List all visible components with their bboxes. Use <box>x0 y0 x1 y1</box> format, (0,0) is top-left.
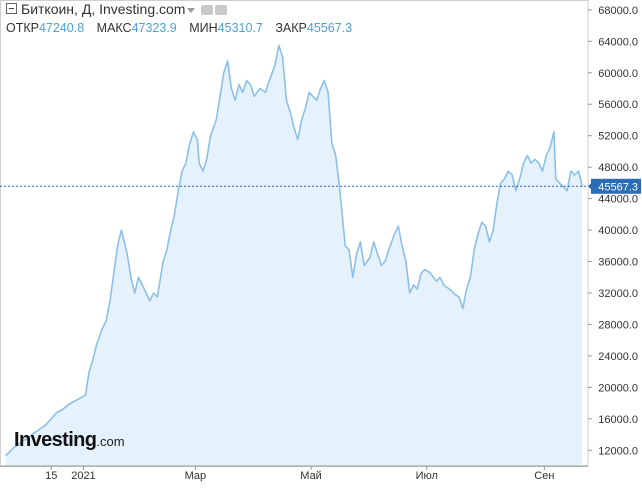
current-price-badge <box>591 178 641 194</box>
y-tick-label-13: 64000.0 <box>598 36 638 48</box>
current-price-label: 45567.3 <box>598 181 638 193</box>
chart-header: Биткоин, Д, Investing.com <box>6 1 229 17</box>
y-tick-label-9: 48000.0 <box>598 162 638 174</box>
open-value: 47240.8 <box>38 21 85 35</box>
chart-title: Биткоин, Д, Investing.com <box>21 1 186 17</box>
logo-suffix: .com <box>96 434 125 449</box>
y-tick-label-12: 60000.0 <box>598 68 638 80</box>
y-tick-label-11: 56000.0 <box>598 99 638 111</box>
y-tick-label-10: 52000.0 <box>598 131 638 143</box>
high-label: МАКС <box>96 21 132 35</box>
collapse-icon[interactable] <box>6 3 17 15</box>
low-label: МИН <box>189 21 218 35</box>
open-label: ОТКР <box>6 21 39 35</box>
caret-down-icon[interactable] <box>187 7 196 13</box>
y-tick-label-6: 36000.0 <box>598 257 638 269</box>
y-tick-label-3: 24000.0 <box>598 351 638 363</box>
x-tick-label-1: 2021 <box>71 470 95 482</box>
logo-brand: Investing <box>14 429 97 451</box>
price-area <box>5 45 583 467</box>
high-value: 47323.9 <box>131 21 177 35</box>
y-tick-label-1: 16000.0 <box>598 414 638 426</box>
investing-logo: Investing.com <box>14 429 125 452</box>
close-icon[interactable] <box>215 5 228 16</box>
y-tick-label-8: 44000.0 <box>598 194 638 206</box>
ohlc-readout: ОТКР47240.8 МАКС47323.9 МИН45310.7 ЗАКР4… <box>6 21 361 35</box>
y-tick-label-14: 68000.0 <box>598 5 638 17</box>
y-tick-label-0: 12000.0 <box>598 445 638 457</box>
current-price-badge-arrow <box>588 182 592 191</box>
x-tick-label-2: Мар <box>185 470 207 482</box>
close-value: 45567.3 <box>306 21 353 35</box>
x-tick-label-0: 15 <box>45 470 57 482</box>
close-label: ЗАКР <box>275 21 307 35</box>
x-tick-label-5: Сен <box>534 470 554 482</box>
y-tick-label-7: 40000.0 <box>598 225 638 237</box>
price-line <box>5 44 584 457</box>
low-value: 45310.7 <box>217 21 263 35</box>
y-tick-label-4: 28000.0 <box>598 319 638 331</box>
x-tick-label-4: Июл <box>416 470 438 482</box>
settings-icon[interactable] <box>201 5 214 16</box>
x-tick-label-3: Май <box>300 470 322 482</box>
y-tick-label-2: 20000.0 <box>598 382 638 394</box>
y-tick-label-5: 32000.0 <box>598 288 638 300</box>
